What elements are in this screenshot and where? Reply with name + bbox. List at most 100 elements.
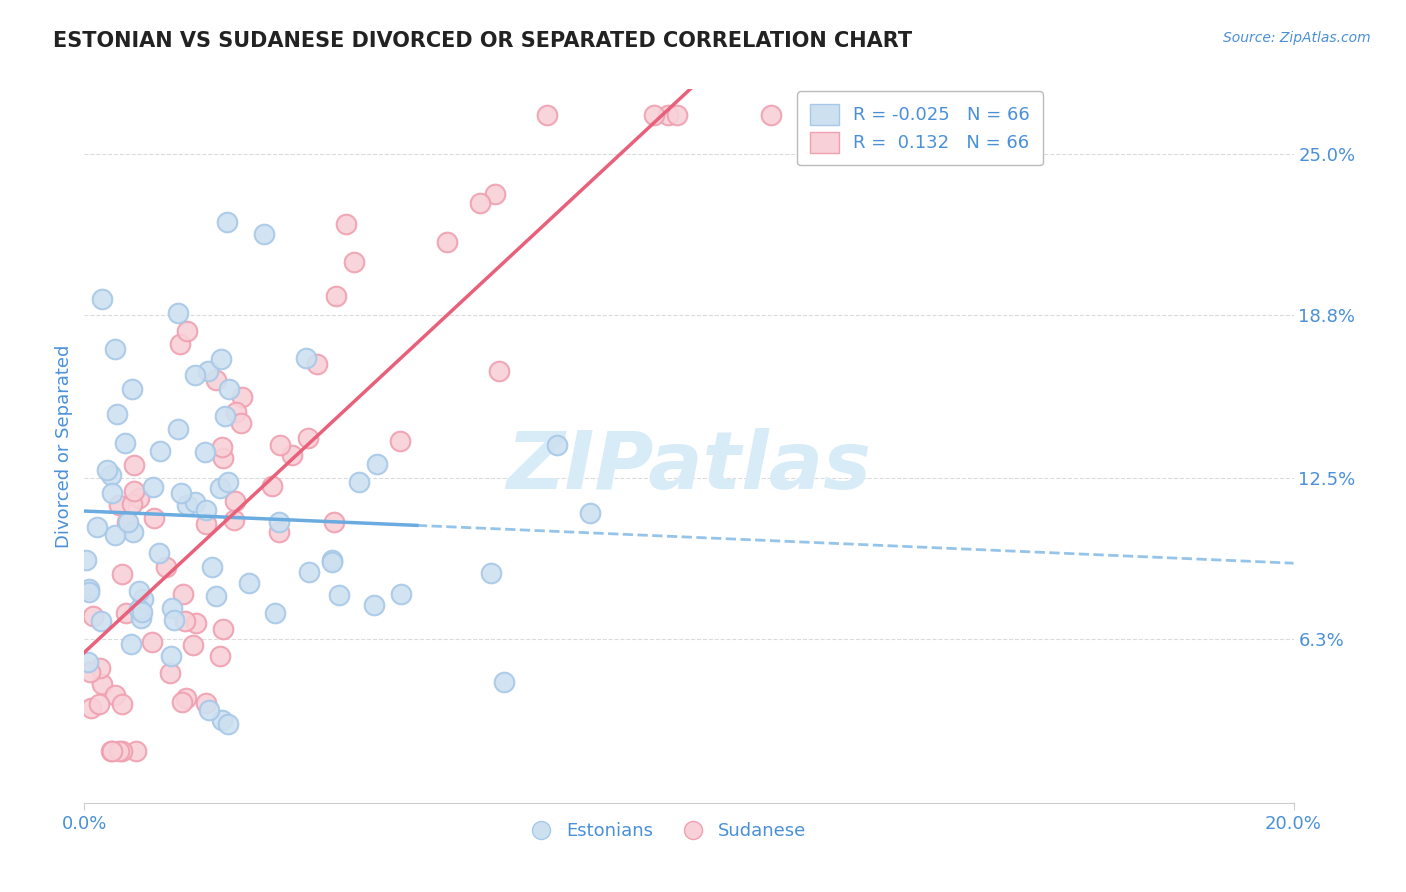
Point (217, 475, 239, 489)
Point (122, 525, 145, 540)
Point (208, 482, 231, 496)
Point (159, 665, 181, 680)
Point (217, 717, 239, 731)
Point (294, 351, 316, 366)
Point (267, 524, 290, 539)
Point (479, 566, 502, 581)
Point (155, 560, 177, 574)
Point (111, 744, 134, 758)
Point (264, 606, 287, 620)
Point (90, 292, 112, 306)
Point (108, 744, 131, 758)
Point (347, 475, 370, 489)
Point (176, 324, 198, 338)
Point (209, 352, 232, 367)
Point (212, 451, 235, 466)
Point (484, 187, 506, 202)
Point (363, 598, 385, 612)
Point (231, 390, 253, 404)
Point (143, 511, 166, 525)
Point (225, 405, 247, 419)
Point (184, 616, 207, 631)
Point (80, 701, 103, 715)
Point (211, 440, 233, 454)
Point (82, 608, 104, 623)
Point (100, 744, 122, 758)
Point (817, 108, 839, 122)
Point (172, 587, 194, 601)
Point (321, 555, 343, 569)
Point (104, 688, 127, 702)
Point (176, 499, 198, 513)
Point (492, 675, 515, 690)
Point (160, 649, 183, 664)
Point (218, 382, 240, 396)
Point (103, 528, 125, 542)
Point (298, 565, 321, 579)
Point (166, 306, 188, 320)
Point (174, 690, 197, 705)
Point (117, 515, 139, 529)
Point (79, 665, 101, 680)
Point (470, 196, 492, 211)
Point (388, 434, 411, 448)
Point (305, 357, 328, 371)
Point (229, 416, 252, 430)
Point (124, 484, 146, 499)
Point (86, 520, 108, 534)
Y-axis label: Divorced or Separated: Divorced or Separated (55, 344, 73, 548)
Point (214, 409, 236, 423)
Point (205, 589, 228, 603)
Point (167, 422, 190, 436)
Point (90, 614, 112, 628)
Point (343, 255, 366, 269)
Point (269, 515, 291, 529)
Point (204, 373, 226, 387)
Point (89, 660, 111, 674)
Point (224, 513, 246, 527)
Point (131, 605, 153, 619)
Point (110, 697, 132, 711)
Point (148, 546, 170, 560)
Point (297, 431, 319, 445)
Point (546, 438, 568, 452)
Point (121, 497, 143, 511)
Point (87, 698, 110, 712)
Point (114, 606, 136, 620)
Point (142, 480, 165, 494)
Point (323, 515, 346, 529)
Point (197, 364, 219, 378)
Point (128, 602, 150, 616)
Point (253, 227, 276, 242)
Point (643, 108, 665, 122)
Point (90, 676, 112, 690)
Point (198, 703, 221, 717)
Point (389, 586, 412, 600)
Point (169, 337, 191, 351)
Point (666, 108, 689, 122)
Point (100, 467, 122, 482)
Point (77, 582, 100, 597)
Point (194, 444, 217, 458)
Point (436, 235, 458, 250)
Point (170, 486, 193, 500)
Point (111, 566, 134, 581)
Point (215, 215, 238, 229)
Point (115, 515, 138, 529)
Point (120, 637, 142, 651)
Point (184, 494, 207, 508)
Point (321, 552, 343, 566)
Point (149, 444, 172, 458)
Point (328, 588, 350, 602)
Point (122, 458, 145, 472)
Point (579, 506, 602, 520)
Point (269, 438, 291, 452)
Point (366, 457, 388, 471)
Point (194, 502, 217, 516)
Point (132, 591, 155, 606)
Point (238, 575, 260, 590)
Point (211, 713, 233, 727)
Point (194, 517, 217, 532)
Point (208, 649, 231, 664)
Point (211, 622, 233, 636)
